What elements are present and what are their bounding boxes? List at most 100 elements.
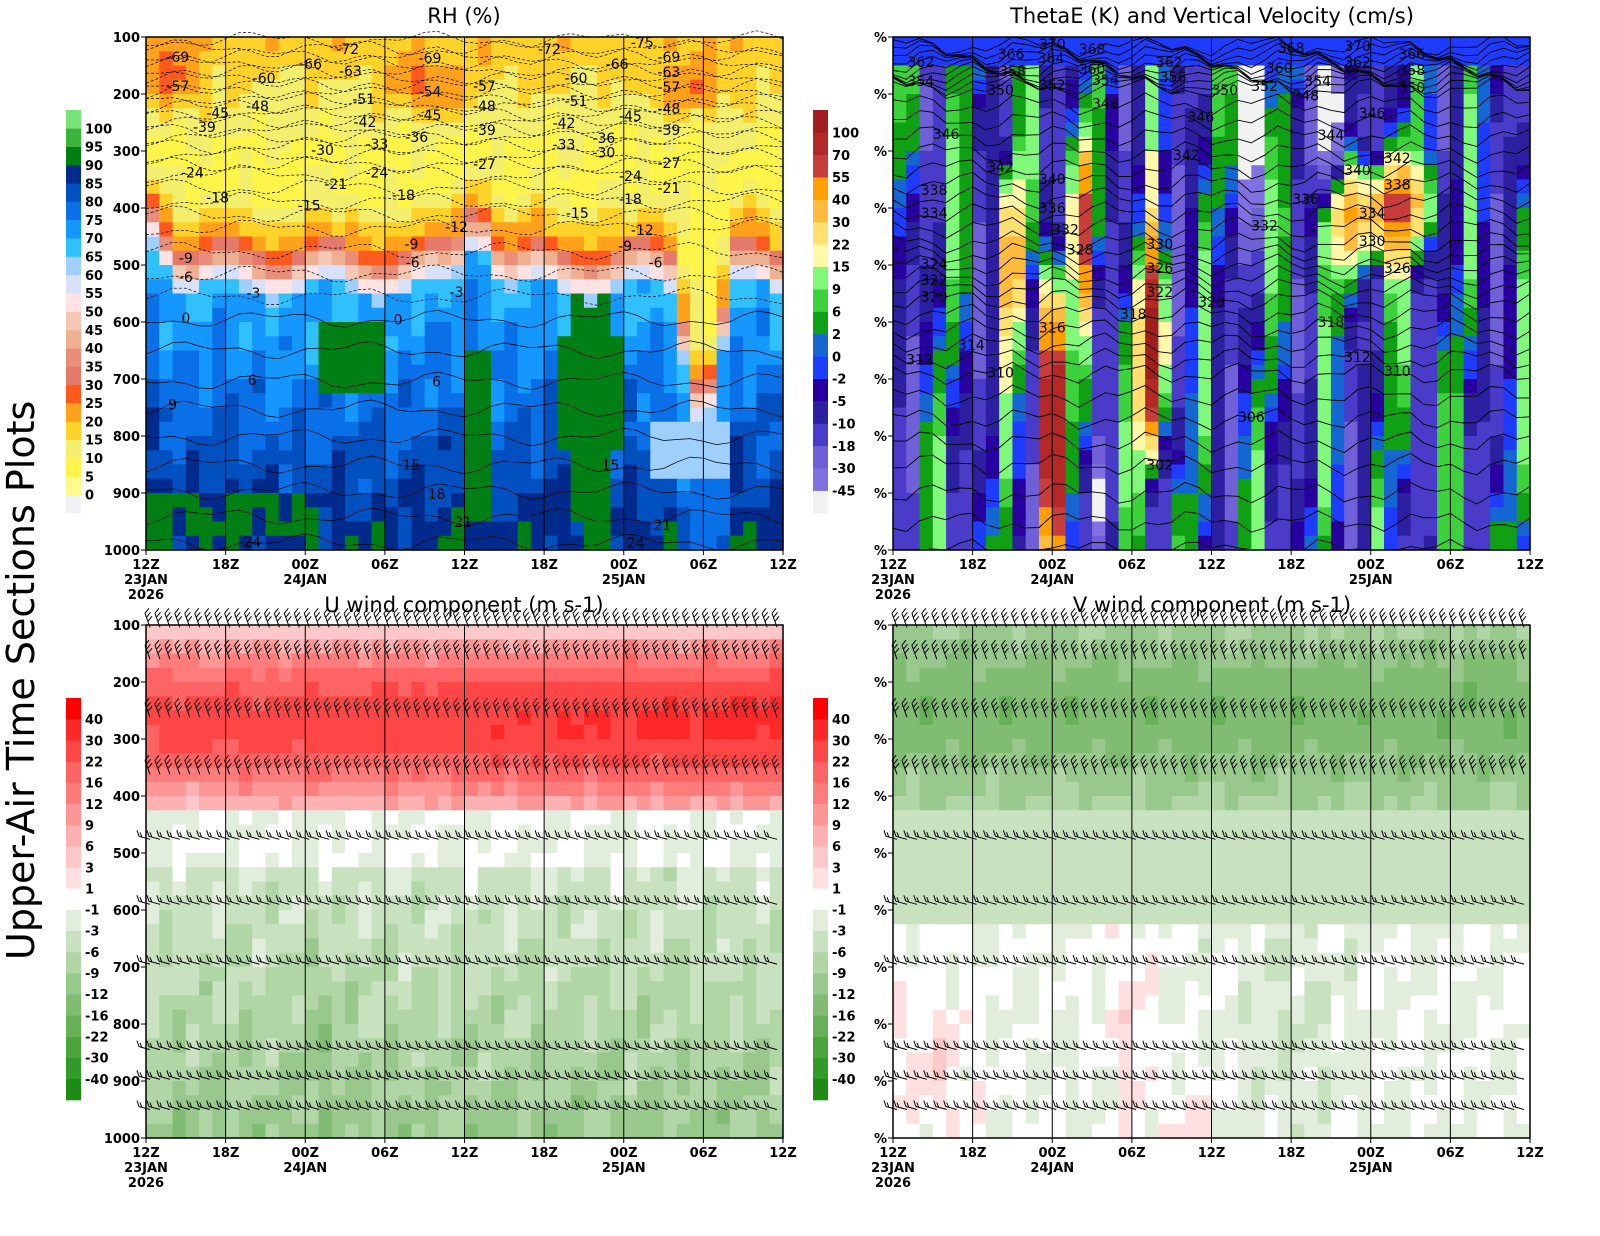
contour-cell [583,535,598,551]
contour-cell [690,535,704,551]
contour-cell [517,136,532,152]
contour-cell [384,838,399,854]
contour-cell [544,739,558,754]
contour-cell [291,379,306,394]
contour-cell [265,1109,280,1125]
contour-cell [623,350,638,366]
colorbar-label: 40 [85,342,103,357]
contour-cell [1264,464,1279,480]
contour-cell [985,165,1000,181]
contour-cell [557,379,572,394]
contour-cell [358,667,373,683]
contour-cell [906,350,921,366]
contour-cell [637,250,651,266]
contour-cell [278,995,293,1011]
colorbar-label: 10 [85,452,103,467]
colorbar-swatch [813,356,828,379]
contour-cell [1118,393,1133,409]
contour-cell [278,682,293,697]
x-tick-label: 18Z [1277,558,1305,573]
contour-cell [318,265,333,280]
contour-cell [278,1123,293,1139]
contour-cell [491,222,505,238]
contour-cell [212,1038,227,1054]
contour-cell [959,464,974,480]
contour-cell [517,122,532,138]
contour-cell [1025,222,1040,238]
contour-cell [345,667,359,683]
contour-cell [1463,364,1478,380]
contour-cell [318,938,333,954]
contour-cell [238,478,253,494]
contour-cell [159,810,174,826]
contour-cell [278,478,293,494]
contour-cell [491,924,505,940]
contour-cell [690,108,704,124]
contour-cell [756,265,771,280]
contour-cell [583,37,598,52]
contour-cell [597,436,612,451]
contour-cell [1317,179,1332,195]
temperature-contour [145,68,784,88]
contour-cell [172,436,187,451]
contour-cell [185,724,200,740]
contour-cell [1410,136,1425,152]
contour-cell [318,222,333,238]
contour-cell [972,521,987,537]
contour-cell [1291,521,1305,537]
contour-cell [464,151,479,166]
contour-cell [291,236,306,252]
contour-cell [1038,493,1053,508]
contour-cell [570,94,585,109]
contour-cell [1357,393,1372,409]
contour-cell [557,478,572,494]
contour-cell [959,193,974,209]
contour-cell [358,521,373,537]
contour-cell [451,436,466,451]
contour-cell [318,653,333,669]
contour-cell [1251,478,1266,494]
contour-cell [451,967,466,982]
contour-cell [1052,464,1067,480]
contour-label: -57 [657,80,680,96]
contour-cell [1078,407,1093,423]
contour-cell [1317,208,1332,223]
contour-cell [331,781,346,797]
contour-cell [1251,535,1266,551]
contour-cell [919,493,934,508]
contour-cell [893,94,907,109]
contour-cell [1357,535,1372,551]
contour-cell [172,450,187,466]
contour-cell [610,450,625,466]
contour-cell [985,79,1000,95]
contour-cell [464,1009,479,1025]
colorbar-swatch [813,221,828,245]
contour-cell [318,421,333,437]
contour-cell [1503,521,1518,537]
contour-cell [623,436,638,451]
contour-cell [464,1038,479,1054]
y-tick-label: 100 [113,31,140,46]
contour-cell [491,464,505,480]
contour-cell [238,1123,253,1139]
contour-cell [1516,193,1531,209]
contour-cell [451,51,466,67]
contour-cell [1078,293,1093,309]
contour-cell [185,682,200,697]
contour-cell [278,696,293,712]
contour-cell [530,65,545,81]
contour-label: 21 [653,518,671,534]
contour-cell [185,981,200,997]
contour-cell [424,507,439,523]
contour-cell [318,838,333,854]
contour-cell [946,165,960,181]
contour-cell [331,136,346,152]
contour-cell [345,193,359,209]
contour-cell [305,293,320,309]
contour-cell [517,682,532,697]
contour-cell [663,179,678,195]
contour-cell [557,881,572,897]
contour-cell [1131,507,1146,523]
contour-cell [398,710,413,726]
contour-cell [305,507,320,523]
